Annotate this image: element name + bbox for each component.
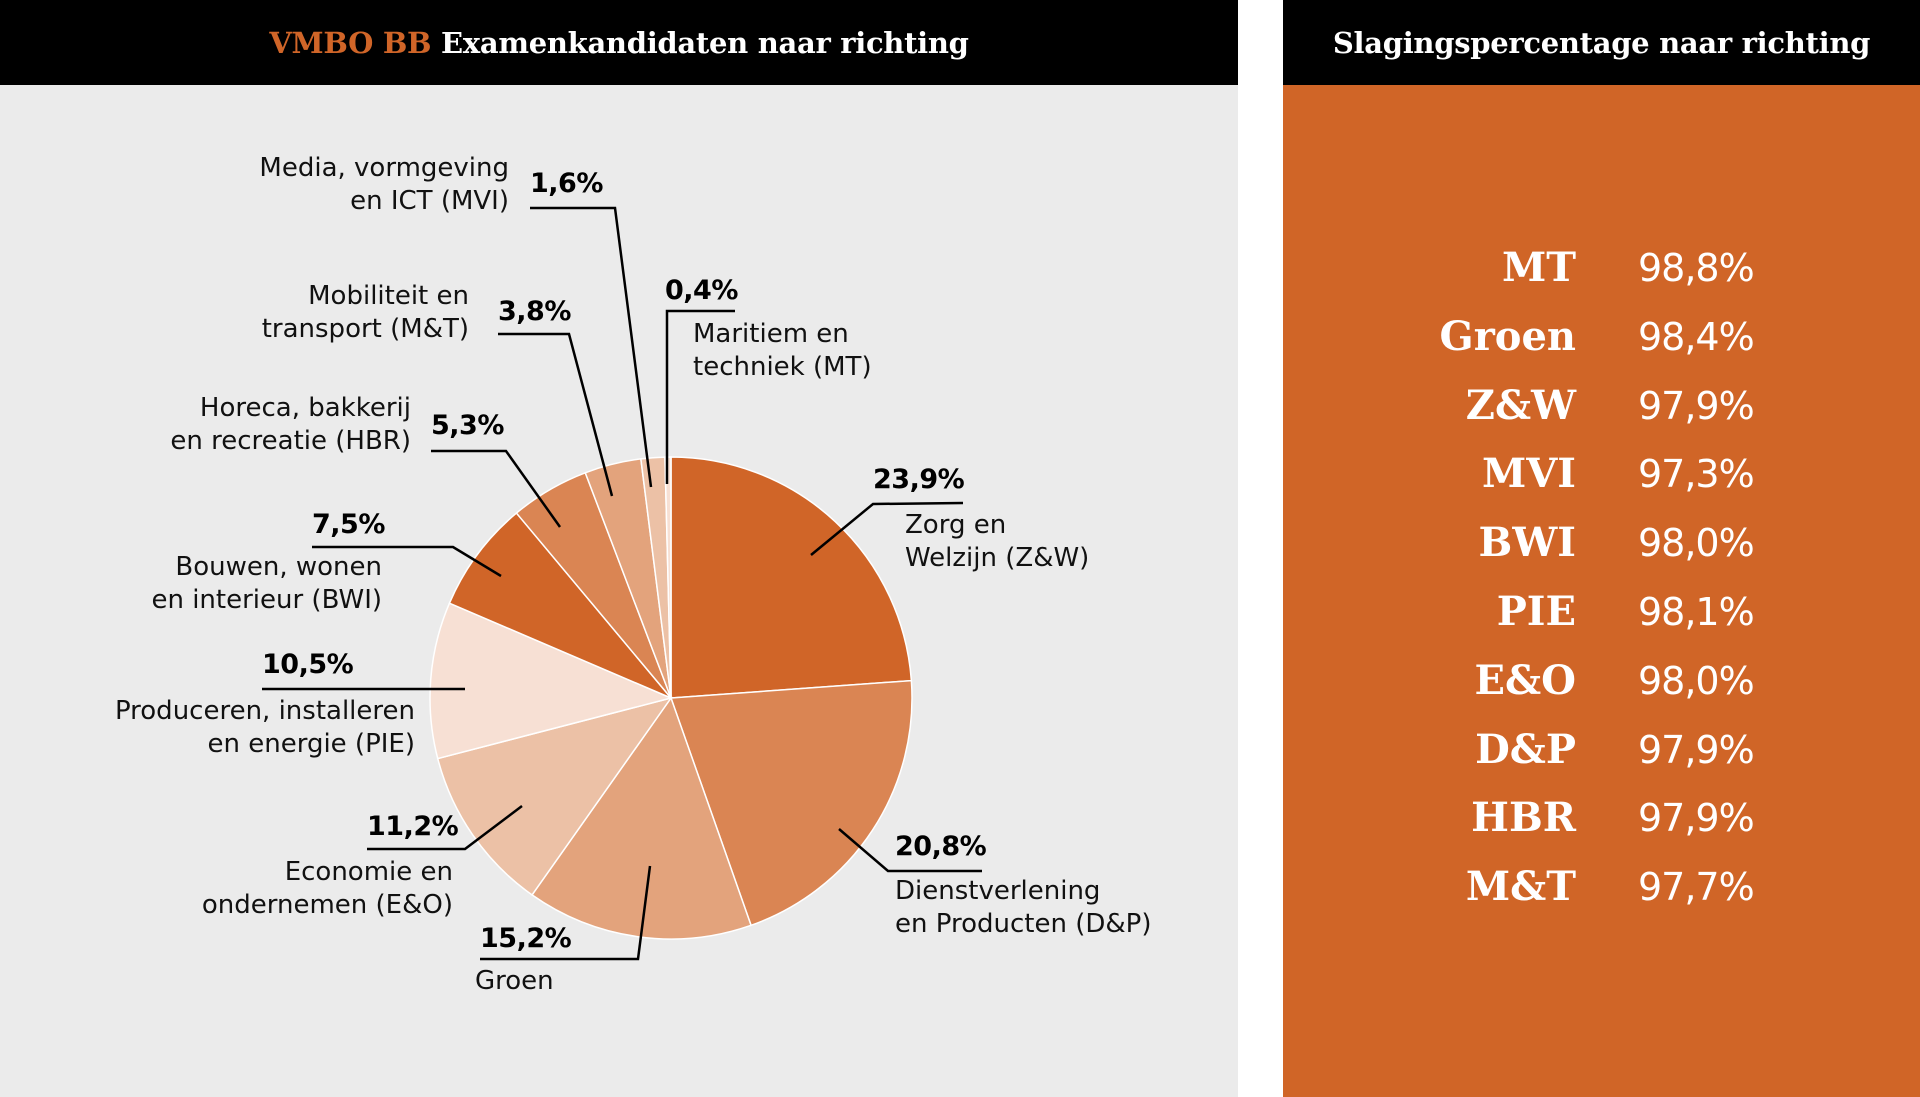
value-label-hbr: 5,3% (431, 410, 504, 441)
pass-rate-value: 97,9% (1638, 383, 1755, 428)
pass-rate-abbr: Groen (1439, 312, 1576, 360)
pass-rate-row: PIE 98,1% (1283, 586, 1920, 655)
pass-rate-abbr: Z&W (1465, 381, 1576, 429)
pass-rate-row: E&O 98,0% (1283, 655, 1920, 724)
pass-rate-row: HBR 97,9% (1283, 792, 1920, 861)
category-label-mt2: Mobiliteit en transport (M&T) (261, 281, 469, 344)
pass-rate-abbr: E&O (1474, 656, 1576, 704)
value-label-bwi: 7,5% (312, 509, 385, 540)
pass-rate-value: 97,9% (1638, 727, 1755, 772)
right-header: Slagingspercentage naar richting (1283, 0, 1920, 85)
category-label-mvi: Media, vormgeving en ICT (MVI) (259, 153, 509, 216)
pie-slice-groen (531, 696, 753, 940)
value-label-groen: 15,2% (480, 923, 572, 954)
value-label-dp: 20,8% (895, 831, 987, 862)
chart-title-rest: Examenkandidaten naar richting (431, 25, 969, 60)
category-label-hbr: Horeca, bakkerij en recreatie (HBR) (170, 393, 411, 456)
leader-line-dp (838, 828, 982, 873)
category-label-mt: Maritiem en techniek (MT) (693, 319, 872, 382)
pie-slices (429, 456, 913, 940)
left-header: VMBO BB Examenkandidaten naar richting (0, 0, 1238, 85)
leader-line-mt (665, 309, 735, 484)
pie-chart (262, 206, 982, 961)
leader-line-hbr (431, 449, 562, 528)
pass-rate-abbr: D&P (1475, 725, 1576, 773)
leader-line-mvi (530, 206, 653, 488)
pass-rate-row: M&T 97,7% (1283, 861, 1920, 930)
pass-rate-abbr: HBR (1471, 794, 1576, 842)
pass-rate-abbr: BWI (1478, 519, 1576, 567)
pass-rate-row: D&P 97,9% (1283, 724, 1920, 793)
category-label-pie: Produceren, installeren en energie (PIE) (114, 696, 415, 759)
chart-title-accent: VMBO BB (269, 25, 432, 60)
leader-line-groen (480, 865, 652, 961)
pie-slice-dp (669, 679, 913, 927)
value-label-zw: 23,9% (873, 464, 965, 495)
pass-rate-value: 98,0% (1638, 521, 1755, 566)
right-panel: Slagingspercentage naar richting MT 98,8%… (1283, 0, 1920, 1097)
pass-rate-value: 98,1% (1638, 589, 1755, 634)
value-label-pie: 10,5% (262, 649, 354, 680)
value-label-eo: 11,2% (367, 811, 459, 842)
pass-rate-abbr: MVI (1481, 450, 1576, 498)
leader-line-zw (810, 501, 964, 556)
pie-slice-zw (670, 456, 913, 699)
category-label-bwi: Bouwen, wonen en interieur (BWI) (151, 552, 382, 615)
category-label-eo: Economie en ondernemen (E&O) (201, 857, 453, 920)
leader-line-mt2 (498, 332, 614, 497)
left-panel: VMBO BB Examenkandidaten naar richting 2… (0, 0, 1238, 1097)
pie-slice-eo (436, 696, 673, 896)
pass-rate-row: Groen 98,4% (1283, 311, 1920, 380)
pie-slice-bwi (448, 512, 672, 699)
pass-rate-value: 97,3% (1638, 452, 1755, 497)
right-panel-title: Slagingspercentage naar richting (1332, 25, 1871, 60)
leader-line-bwi (312, 545, 502, 578)
pass-rate-row: Z&W 97,9% (1283, 380, 1920, 449)
pass-rate-table: MT 98,8% Groen 98,4% Z&W 97,9% MVI 97,3% BWI 98,0… (1283, 242, 1920, 930)
pass-rate-value: 98,8% (1638, 246, 1755, 290)
value-label-mvi: 1,6% (530, 168, 603, 199)
leader-line-eo (367, 805, 523, 851)
pass-rate-value: 98,4% (1638, 314, 1755, 359)
category-label-zw: Zorg en Welzijn (Z&W) (905, 510, 1090, 573)
pie-slice-pie (429, 602, 674, 760)
pass-rate-row: MVI 97,3% (1283, 448, 1920, 517)
pass-rate-value: 97,9% (1638, 796, 1755, 841)
value-label-mt: 0,4% (665, 275, 738, 306)
chart-title: VMBO BB Examenkandidaten naar richting (269, 25, 969, 60)
pass-rate-value: 97,7% (1638, 865, 1755, 910)
category-label-dp: Dienstverlening en Producten (D&P) (895, 876, 1152, 939)
pass-rate-abbr: M&T (1465, 863, 1576, 911)
pass-rate-abbr: PIE (1496, 587, 1576, 635)
pass-rate-abbr: MT (1501, 244, 1576, 291)
pass-rate-value: 98,0% (1638, 658, 1755, 703)
leader-lines (262, 206, 982, 961)
value-label-mt2: 3,8% (498, 296, 571, 327)
pass-rate-row: MT 98,8% (1283, 242, 1920, 311)
pass-rate-row: BWI 98,0% (1283, 517, 1920, 586)
category-label-groen: Groen (475, 966, 554, 996)
